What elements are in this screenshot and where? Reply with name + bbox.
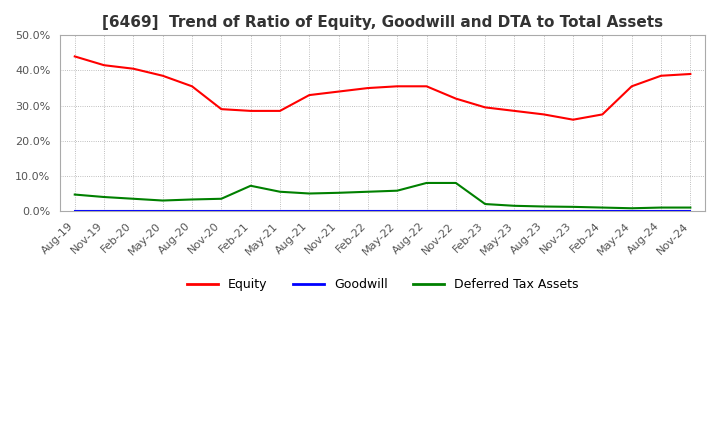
Equity xyxy=(100,62,109,68)
Equity xyxy=(569,117,577,122)
Equity xyxy=(598,112,607,117)
Goodwill xyxy=(539,209,548,214)
Equity xyxy=(510,108,519,114)
Goodwill xyxy=(217,209,225,214)
Goodwill xyxy=(686,209,695,214)
Deferred Tax Assets xyxy=(158,198,167,203)
Equity xyxy=(217,106,225,112)
Equity xyxy=(364,85,372,91)
Deferred Tax Assets xyxy=(334,190,343,195)
Goodwill xyxy=(364,209,372,214)
Goodwill xyxy=(100,209,109,214)
Equity xyxy=(481,105,490,110)
Goodwill xyxy=(569,209,577,214)
Goodwill xyxy=(305,209,314,214)
Goodwill xyxy=(71,209,79,214)
Equity xyxy=(539,112,548,117)
Deferred Tax Assets xyxy=(451,180,460,186)
Goodwill xyxy=(657,209,665,214)
Line: Deferred Tax Assets: Deferred Tax Assets xyxy=(75,183,690,208)
Equity xyxy=(393,84,402,89)
Equity xyxy=(686,71,695,77)
Equity xyxy=(158,73,167,78)
Goodwill xyxy=(334,209,343,214)
Deferred Tax Assets xyxy=(364,189,372,194)
Equity xyxy=(276,108,284,114)
Equity xyxy=(246,108,255,114)
Deferred Tax Assets xyxy=(627,205,636,211)
Deferred Tax Assets xyxy=(393,188,402,193)
Deferred Tax Assets xyxy=(129,196,138,202)
Deferred Tax Assets xyxy=(188,197,197,202)
Goodwill xyxy=(393,209,402,214)
Goodwill xyxy=(158,209,167,214)
Deferred Tax Assets xyxy=(569,204,577,209)
Deferred Tax Assets xyxy=(657,205,665,210)
Equity xyxy=(451,96,460,101)
Deferred Tax Assets xyxy=(481,202,490,207)
Goodwill xyxy=(481,209,490,214)
Equity xyxy=(129,66,138,71)
Goodwill xyxy=(598,209,607,214)
Equity xyxy=(71,54,79,59)
Equity xyxy=(334,89,343,94)
Goodwill xyxy=(627,209,636,214)
Goodwill xyxy=(188,209,197,214)
Deferred Tax Assets xyxy=(217,196,225,202)
Deferred Tax Assets xyxy=(686,205,695,210)
Deferred Tax Assets xyxy=(305,191,314,196)
Line: Equity: Equity xyxy=(75,56,690,120)
Equity xyxy=(657,73,665,78)
Deferred Tax Assets xyxy=(422,180,431,186)
Deferred Tax Assets xyxy=(71,192,79,197)
Goodwill xyxy=(451,209,460,214)
Deferred Tax Assets xyxy=(246,183,255,188)
Equity xyxy=(305,92,314,98)
Deferred Tax Assets xyxy=(276,189,284,194)
Deferred Tax Assets xyxy=(539,204,548,209)
Legend: Equity, Goodwill, Deferred Tax Assets: Equity, Goodwill, Deferred Tax Assets xyxy=(181,273,583,296)
Goodwill xyxy=(129,209,138,214)
Deferred Tax Assets xyxy=(598,205,607,210)
Goodwill xyxy=(422,209,431,214)
Deferred Tax Assets xyxy=(510,203,519,209)
Equity xyxy=(627,84,636,89)
Equity xyxy=(188,84,197,89)
Goodwill xyxy=(276,209,284,214)
Equity xyxy=(422,84,431,89)
Deferred Tax Assets xyxy=(100,194,109,200)
Title: [6469]  Trend of Ratio of Equity, Goodwill and DTA to Total Assets: [6469] Trend of Ratio of Equity, Goodwil… xyxy=(102,15,663,30)
Goodwill xyxy=(246,209,255,214)
Goodwill xyxy=(510,209,519,214)
